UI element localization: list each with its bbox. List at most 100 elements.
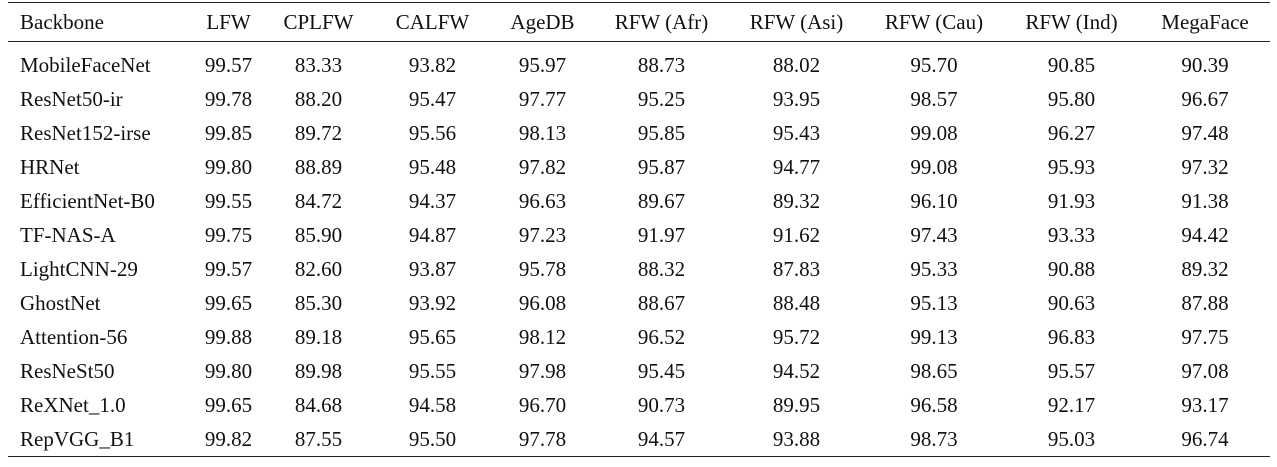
- score-cell: 82.60: [294, 256, 343, 281]
- score-cell: 99.78: [204, 86, 253, 111]
- score-cell: 99.65: [204, 392, 253, 417]
- score-cell: 96.52: [637, 324, 686, 349]
- score-cell: 93.82: [408, 52, 457, 77]
- score-cell: 91.93: [1047, 188, 1096, 213]
- score-cell: 88.20: [294, 86, 343, 111]
- table-row: HRNet 99.80 88.89 95.48 97.82 95.87 94.77 99.08…: [8, 150, 1270, 184]
- score-cell: 91.97: [637, 222, 686, 247]
- score-cell: 84.68: [294, 392, 343, 417]
- results-table: Backbone LFW CPLFW CALFW AgeDB RFW (Afr) RFW (…: [8, 2, 1270, 457]
- header-cell: AgeDB: [510, 9, 575, 34]
- score-cell: 96.58: [910, 392, 958, 417]
- header-row: Backbone LFW CPLFW CALFW AgeDB RFW (Afr) RFW (…: [8, 2, 1270, 42]
- score-cell: 95.45: [637, 358, 686, 383]
- score-cell: 83.33: [294, 52, 343, 77]
- score-cell: 97.48: [1181, 120, 1229, 145]
- table-row: Attention-56 99.88 89.18 95.65 98.12 96.52 95.…: [8, 320, 1270, 354]
- table-row: ResNet50-ir 99.78 88.20 95.47 97.77 95.25 93.9…: [8, 82, 1270, 116]
- score-cell: 90.88: [1047, 256, 1096, 281]
- score-cell: 95.97: [518, 52, 567, 77]
- backbone-name: GhostNet: [20, 290, 101, 315]
- score-cell: 94.37: [408, 188, 457, 213]
- table-row: RepVGG_B1 99.82 87.55 95.50 97.78 94.57 93.88 9…: [8, 422, 1270, 457]
- score-cell: 93.88: [772, 426, 821, 451]
- score-cell: 99.08: [910, 120, 958, 145]
- score-cell: 88.67: [637, 290, 686, 315]
- score-cell: 96.10: [910, 188, 958, 213]
- score-cell: 98.13: [518, 120, 567, 145]
- score-cell: 87.88: [1181, 290, 1229, 315]
- score-cell: 89.95: [772, 392, 821, 417]
- score-cell: 85.90: [294, 222, 343, 247]
- score-cell: 97.82: [518, 154, 567, 179]
- score-cell: 88.89: [294, 154, 343, 179]
- score-cell: 99.80: [204, 154, 253, 179]
- table-row: GhostNet 99.65 85.30 93.92 96.08 88.67 88.48 95…: [8, 286, 1270, 320]
- backbone-name: ResNeSt50: [20, 358, 115, 383]
- table-row: LightCNN-29 99.57 82.60 93.87 95.78 88.32 87.8…: [8, 252, 1270, 286]
- score-cell: 98.65: [910, 358, 958, 383]
- table-body: MobileFaceNet 99.57 83.33 93.82 95.97 88.73 88…: [8, 42, 1270, 457]
- score-cell: 89.67: [637, 188, 686, 213]
- score-cell: 93.17: [1181, 392, 1229, 417]
- table-row: ReXNet_1.0 99.65 84.68 94.58 96.70 90.73 89.95…: [8, 388, 1270, 422]
- score-cell: 89.32: [1181, 256, 1229, 281]
- score-cell: 94.77: [772, 154, 821, 179]
- score-cell: 87.55: [294, 426, 343, 451]
- backbone-name: RepVGG_B1: [20, 426, 135, 451]
- score-cell: 93.87: [408, 256, 457, 281]
- header-cell: MegaFace: [1161, 9, 1249, 34]
- score-cell: 85.30: [294, 290, 343, 315]
- score-cell: 99.08: [910, 154, 958, 179]
- backbone-name: Attention-56: [20, 324, 128, 349]
- score-cell: 99.85: [204, 120, 253, 145]
- score-cell: 95.85: [637, 120, 686, 145]
- score-cell: 95.13: [910, 290, 958, 315]
- score-cell: 95.03: [1047, 426, 1096, 451]
- backbone-name: ReXNet_1.0: [20, 392, 126, 417]
- backbone-name: ResNet50-ir: [20, 86, 123, 111]
- score-cell: 98.57: [910, 86, 958, 111]
- score-cell: 96.27: [1047, 120, 1096, 145]
- score-cell: 94.57: [637, 426, 686, 451]
- score-cell: 95.56: [408, 120, 457, 145]
- score-cell: 95.72: [772, 324, 821, 349]
- score-cell: 90.39: [1181, 52, 1229, 77]
- score-cell: 94.58: [408, 392, 457, 417]
- score-cell: 95.80: [1047, 86, 1096, 111]
- score-cell: 90.85: [1047, 52, 1096, 77]
- score-cell: 93.33: [1047, 222, 1096, 247]
- score-cell: 97.43: [910, 222, 958, 247]
- table-row: EfficientNet-B0 99.55 84.72 94.37 96.63 89.67…: [8, 184, 1270, 218]
- table-row: MobileFaceNet 99.57 83.33 93.82 95.97 88.73 88…: [8, 42, 1270, 83]
- score-cell: 95.57: [1047, 358, 1096, 383]
- score-cell: 97.77: [518, 86, 567, 111]
- score-cell: 97.98: [518, 358, 567, 383]
- score-cell: 99.88: [204, 324, 253, 349]
- header-cell: CALFW: [395, 9, 470, 34]
- header-cell: RFW (Afr): [614, 9, 709, 34]
- score-cell: 91.38: [1181, 188, 1229, 213]
- score-cell: 95.65: [408, 324, 457, 349]
- header-cell: LFW: [206, 9, 251, 34]
- score-cell: 90.63: [1047, 290, 1096, 315]
- score-cell: 99.82: [204, 426, 253, 451]
- score-cell: 95.78: [518, 256, 567, 281]
- header-cell: CPLFW: [283, 9, 354, 34]
- score-cell: 88.32: [637, 256, 686, 281]
- header-cell: RFW (Asi): [749, 9, 844, 34]
- score-cell: 99.57: [204, 52, 253, 77]
- score-cell: 95.25: [637, 86, 686, 111]
- score-cell: 97.32: [1181, 154, 1229, 179]
- score-cell: 94.87: [408, 222, 457, 247]
- score-cell: 97.78: [518, 426, 567, 451]
- score-cell: 90.73: [637, 392, 686, 417]
- backbone-name: ResNet152-irse: [20, 120, 151, 145]
- score-cell: 95.93: [1047, 154, 1096, 179]
- backbone-name: LightCNN-29: [20, 256, 138, 281]
- score-cell: 96.83: [1047, 324, 1096, 349]
- score-cell: 87.83: [772, 256, 821, 281]
- score-cell: 99.55: [204, 188, 253, 213]
- table-row: TF-NAS-A 99.75 85.90 94.87 97.23 91.97 91.62 97…: [8, 218, 1270, 252]
